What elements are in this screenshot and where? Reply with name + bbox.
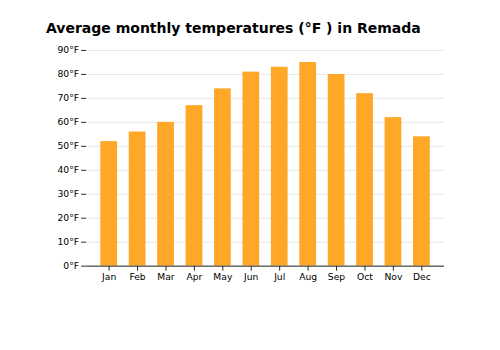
svg-text:Mar: Mar (157, 271, 175, 282)
svg-text:Jun: Jun (243, 271, 259, 282)
svg-text:Apr: Apr (186, 271, 202, 282)
svg-text:Nov: Nov (384, 271, 402, 282)
svg-text:Sep: Sep (328, 271, 345, 282)
svg-text:30°F: 30°F (57, 188, 79, 199)
svg-text:90°F: 90°F (57, 44, 79, 55)
svg-text:70°F: 70°F (57, 92, 79, 103)
svg-text:20°F: 20°F (57, 212, 79, 223)
svg-text:Jul: Jul (273, 271, 285, 282)
svg-text:Dec: Dec (413, 271, 431, 282)
svg-text:Jan: Jan (101, 271, 116, 282)
svg-text:Aug: Aug (299, 271, 317, 282)
svg-text:May: May (213, 271, 233, 282)
svg-text:50°F: 50°F (57, 140, 79, 151)
svg-text:80°F: 80°F (57, 68, 79, 79)
svg-text:60°F: 60°F (57, 116, 79, 127)
html-text:Average monthly temperatures (: Average monthly temperatures (°F ) in Re… (46, 20, 421, 36)
svg-text:0°F: 0°F (63, 260, 79, 271)
svg-text:40°F: 40°F (57, 164, 79, 175)
svg-text:10°F: 10°F (57, 236, 79, 247)
svg-text:Feb: Feb (129, 271, 145, 282)
svg-text:Oct: Oct (357, 271, 373, 282)
